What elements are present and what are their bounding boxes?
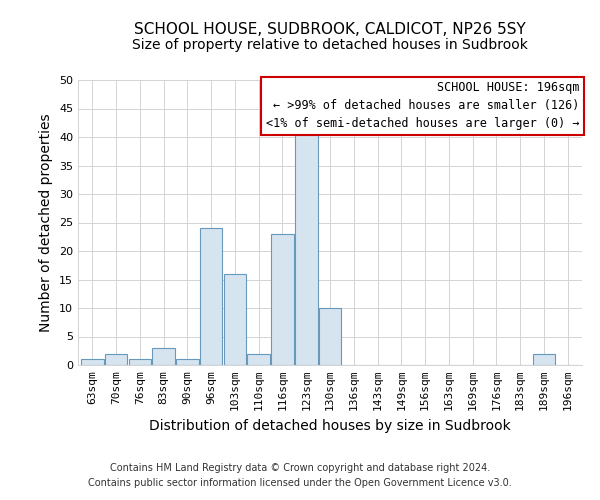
Text: SCHOOL HOUSE, SUDBROOK, CALDICOT, NP26 5SY: SCHOOL HOUSE, SUDBROOK, CALDICOT, NP26 5… <box>134 22 526 38</box>
Bar <box>295 126 317 365</box>
Bar <box>224 274 246 365</box>
Text: Contains HM Land Registry data © Crown copyright and database right 2024.
Contai: Contains HM Land Registry data © Crown c… <box>88 462 512 487</box>
Bar <box>128 360 151 365</box>
Bar <box>247 354 270 365</box>
Bar <box>271 234 294 365</box>
Bar <box>319 308 341 365</box>
Bar <box>81 360 104 365</box>
X-axis label: Distribution of detached houses by size in Sudbrook: Distribution of detached houses by size … <box>149 418 511 432</box>
Bar <box>176 360 199 365</box>
Y-axis label: Number of detached properties: Number of detached properties <box>40 113 53 332</box>
Bar <box>533 354 555 365</box>
Text: Size of property relative to detached houses in Sudbrook: Size of property relative to detached ho… <box>132 38 528 52</box>
Bar <box>200 228 223 365</box>
Bar <box>105 354 127 365</box>
Bar <box>152 348 175 365</box>
Text: SCHOOL HOUSE: 196sqm
← >99% of detached houses are smaller (126)
<1% of semi-det: SCHOOL HOUSE: 196sqm ← >99% of detached … <box>266 82 580 130</box>
